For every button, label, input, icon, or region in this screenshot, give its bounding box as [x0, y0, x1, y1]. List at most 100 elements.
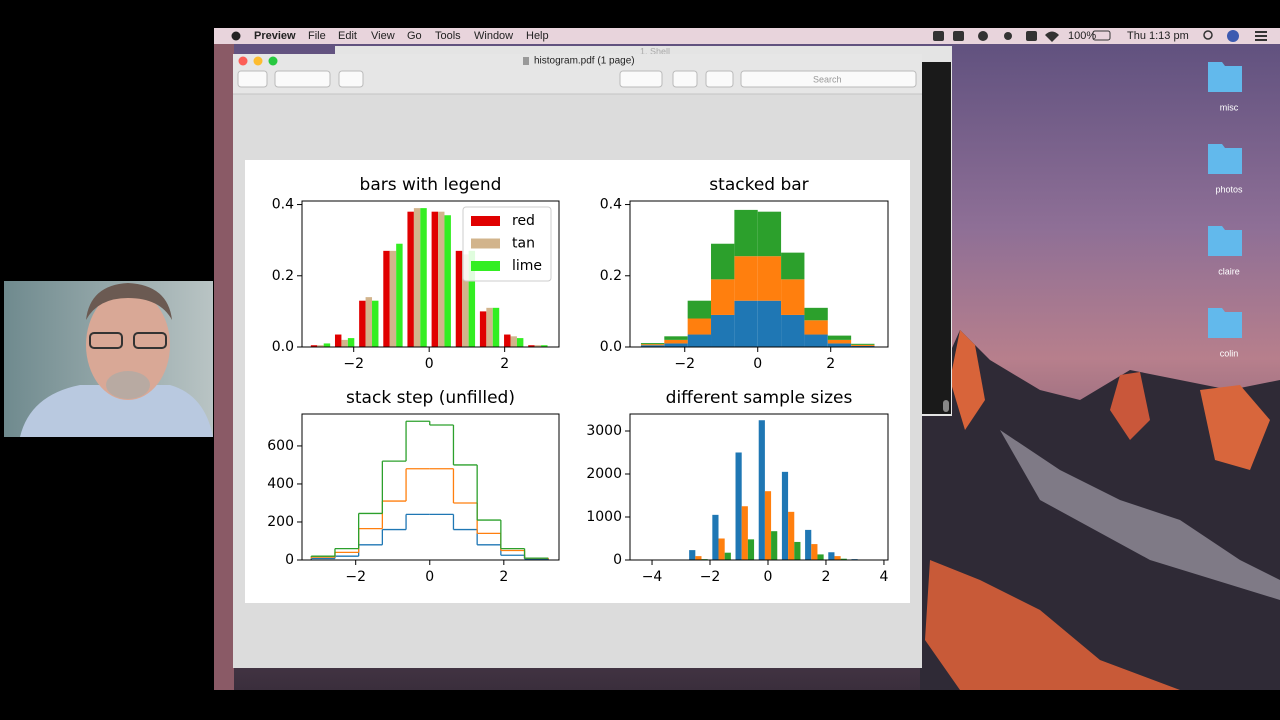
y-tick-label: 1000 [586, 509, 622, 525]
search-placeholder: Search [813, 74, 842, 84]
bar [341, 339, 348, 347]
menu-item[interactable]: Go [407, 30, 422, 42]
menu-item[interactable]: Help [526, 30, 549, 42]
mountain-light [1200, 385, 1270, 470]
annotate-button[interactable] [705, 70, 734, 88]
chart-title: stack step (unfilled) [346, 388, 515, 408]
zoom-button[interactable] [268, 56, 278, 66]
bar [764, 491, 772, 560]
legend-label: tan [512, 236, 535, 252]
bar [741, 506, 748, 560]
bar [712, 514, 719, 560]
menu-item[interactable]: Edit [338, 30, 357, 42]
clock[interactable]: Thu 1:13 pm [1127, 30, 1189, 42]
menu-item[interactable]: Window [474, 30, 513, 42]
notification-icon[interactable] [1255, 35, 1267, 37]
bar [781, 471, 789, 560]
markup-button[interactable] [619, 70, 663, 88]
bar [817, 554, 824, 560]
bar [804, 307, 828, 321]
x-tick-label: −2 [345, 569, 366, 585]
y-tick-label: 0.4 [272, 197, 294, 213]
bar [359, 300, 366, 347]
axes-frame [629, 413, 889, 561]
spotlight-icon[interactable] [1203, 30, 1213, 40]
legend-label: red [512, 213, 535, 229]
axes-frame [301, 200, 560, 348]
zoom-buttons[interactable] [274, 70, 331, 88]
menu-item[interactable]: File [308, 30, 326, 42]
notification-icon[interactable] [1255, 39, 1267, 41]
bar [323, 343, 331, 347]
bar [413, 208, 421, 347]
bar [389, 250, 397, 347]
siri-icon[interactable] [1227, 30, 1239, 42]
bar [664, 339, 688, 344]
folder-label: claire [1218, 266, 1240, 276]
bar [794, 541, 801, 560]
bar [827, 335, 852, 340]
bar [711, 243, 735, 280]
bar [455, 250, 463, 347]
desktop-folders: misc photos claire colin [1208, 62, 1243, 358]
folder-icon[interactable] [1208, 62, 1242, 92]
share-button[interactable] [338, 70, 364, 88]
wifi-icon[interactable] [1045, 31, 1059, 43]
y-tick-label: 0.0 [272, 339, 294, 355]
bar [851, 343, 875, 345]
x-tick-label: 0 [425, 569, 434, 585]
notification-icon[interactable] [1255, 31, 1267, 33]
y-tick-label: 200 [267, 514, 294, 530]
mountain-light [925, 560, 1180, 690]
status-icon[interactable] [978, 31, 988, 41]
folder-label: photos [1215, 184, 1243, 194]
status-icons [933, 30, 1267, 42]
bar [396, 243, 403, 347]
x-tick-label: −2 [674, 356, 695, 372]
bar [372, 300, 379, 347]
document-icon [523, 57, 529, 65]
bar [711, 279, 735, 315]
bar [664, 336, 688, 340]
webcam-face [86, 290, 170, 400]
chart-title: bars with legend [360, 175, 502, 195]
folder-icon[interactable] [1208, 308, 1242, 338]
bar [757, 211, 782, 257]
bar [734, 209, 758, 257]
bar [781, 252, 805, 280]
search-field[interactable] [740, 70, 917, 88]
apple-menu[interactable] [231, 31, 241, 41]
bar [735, 452, 742, 560]
axes-frame [301, 413, 560, 561]
x-tick-label: −2 [343, 356, 364, 372]
close-button[interactable] [238, 56, 248, 66]
folder-icon[interactable] [1208, 226, 1242, 256]
status-icon[interactable] [933, 31, 944, 41]
desktop-edge [214, 28, 234, 690]
bar [687, 300, 712, 319]
bar [804, 320, 828, 335]
bar [640, 343, 665, 345]
menu-item[interactable]: View [371, 30, 395, 42]
status-icon[interactable] [1004, 32, 1012, 40]
x-tick-label: −4 [642, 569, 663, 585]
folder-icon[interactable] [1208, 144, 1242, 174]
status-icon[interactable] [953, 31, 964, 41]
window-title: histogram.pdf (1 page) [534, 56, 635, 67]
minimize-button[interactable] [253, 56, 263, 66]
status-icon[interactable] [1026, 31, 1037, 41]
rotate-button[interactable] [672, 70, 698, 88]
sidebar-button[interactable] [237, 70, 268, 88]
y-tick-label: 0.0 [600, 339, 622, 355]
battery-icon[interactable] [1092, 30, 1111, 41]
mountain-light [950, 330, 985, 430]
bar [486, 307, 493, 347]
x-tick-label: −2 [700, 569, 721, 585]
x-tick-label: 2 [500, 356, 509, 372]
menu-item[interactable]: Tools [435, 30, 461, 42]
bar [365, 297, 373, 347]
bar [383, 250, 390, 347]
bar [840, 558, 847, 560]
app-menu[interactable]: Preview [254, 30, 296, 42]
